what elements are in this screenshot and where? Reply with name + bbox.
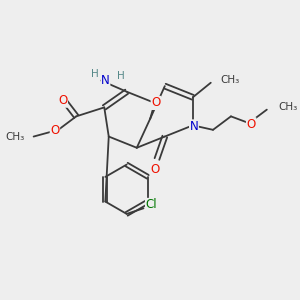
Text: Cl: Cl	[146, 198, 157, 212]
Text: H: H	[91, 69, 99, 79]
Text: CH₃: CH₃	[5, 131, 25, 142]
Text: O: O	[150, 163, 159, 176]
Text: O: O	[151, 96, 160, 110]
Text: O: O	[247, 118, 256, 131]
Text: N: N	[101, 74, 110, 87]
Text: O: O	[58, 94, 68, 107]
Text: N: N	[190, 120, 198, 133]
Text: CH₃: CH₃	[221, 76, 240, 85]
Text: CH₃: CH₃	[278, 102, 297, 112]
Text: H: H	[117, 71, 124, 81]
Text: O: O	[50, 124, 60, 137]
